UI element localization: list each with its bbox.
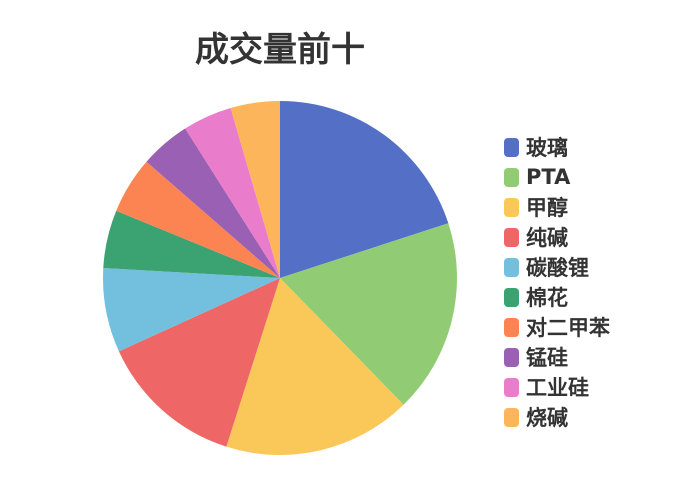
legend-item[interactable]: 烧碱 bbox=[504, 402, 610, 432]
legend-item[interactable]: 玻璃 bbox=[504, 132, 610, 162]
pie-slice-7[interactable] bbox=[146, 128, 280, 278]
legend-swatch bbox=[504, 227, 519, 247]
pie-slice-6[interactable] bbox=[116, 161, 280, 278]
legend-swatch bbox=[504, 167, 519, 187]
legend-label: 甲醇 bbox=[526, 196, 568, 220]
legend-swatch bbox=[504, 287, 519, 307]
chart-title: 成交量前十 bbox=[195, 30, 365, 70]
legend-label: 工业硅 bbox=[526, 376, 589, 400]
pie-slice-5[interactable] bbox=[103, 210, 280, 278]
pie-slice-4[interactable] bbox=[103, 267, 281, 352]
legend-item[interactable]: 甲醇 bbox=[504, 192, 610, 222]
legend-swatch bbox=[504, 407, 519, 427]
legend-item[interactable]: 碳酸锂 bbox=[504, 252, 610, 282]
legend-swatch bbox=[504, 197, 519, 217]
legend-label: 烧碱 bbox=[526, 406, 568, 430]
legend-label: 纯碱 bbox=[526, 226, 568, 250]
legend-label: 碳酸锂 bbox=[526, 256, 589, 280]
legend-label: 锰硅 bbox=[526, 346, 568, 370]
legend-swatch bbox=[504, 347, 519, 367]
pie-slice-2[interactable] bbox=[226, 278, 404, 455]
legend: 玻璃 PTA 甲醇纯碱碳酸锂棉花对二甲苯锰硅工业硅烧碱 bbox=[504, 132, 610, 432]
legend-label: 对二甲苯 bbox=[526, 316, 610, 340]
legend-item[interactable]: 工业硅 bbox=[504, 372, 610, 402]
legend-item[interactable]: 对二甲苯 bbox=[504, 312, 610, 342]
legend-item[interactable]: 棉花 bbox=[504, 282, 610, 312]
legend-swatch bbox=[504, 257, 519, 277]
legend-label: PTA bbox=[526, 165, 571, 189]
pie-slice-9[interactable] bbox=[230, 101, 280, 278]
pie-slice-1[interactable] bbox=[280, 223, 458, 405]
legend-item[interactable]: PTA bbox=[504, 162, 610, 192]
legend-item[interactable]: 锰硅 bbox=[504, 342, 610, 372]
pie-slice-8[interactable] bbox=[185, 108, 280, 278]
legend-item[interactable]: 纯碱 bbox=[504, 222, 610, 252]
pie-slice-3[interactable] bbox=[118, 278, 280, 447]
legend-label: 玻璃 bbox=[526, 136, 568, 160]
pie-slice-0[interactable] bbox=[280, 101, 449, 278]
legend-swatch bbox=[504, 137, 519, 157]
legend-swatch bbox=[504, 317, 519, 337]
legend-swatch bbox=[504, 377, 519, 397]
legend-label: 棉花 bbox=[526, 286, 568, 310]
